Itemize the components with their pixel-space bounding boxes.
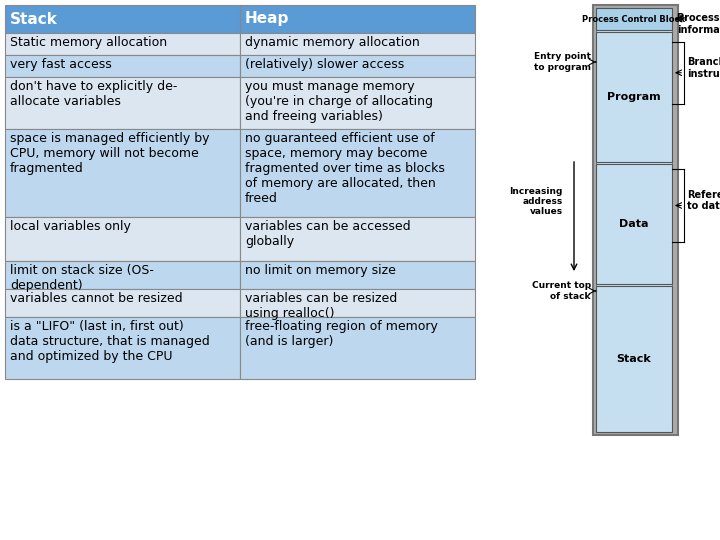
Text: (relatively) slower access: (relatively) slower access [245, 58, 404, 71]
Bar [596, 8, 672, 30]
Bar [5, 55, 240, 77]
Bar [596, 286, 672, 432]
Text: space is managed efficiently by
CPU, memory will not become
fragmented: space is managed efficiently by CPU, mem… [10, 132, 210, 175]
Text: no guaranteed efficient use of
space, memory may become
fragmented over time as : no guaranteed efficient use of space, me… [245, 132, 445, 205]
Bar [5, 33, 240, 55]
Bar [5, 77, 240, 129]
Bar [596, 8, 672, 432]
Bar [596, 164, 672, 284]
Bar [5, 317, 240, 379]
Text: Heap: Heap [245, 11, 289, 26]
Text: Increasing
address
values: Increasing address values [510, 187, 563, 217]
Text: free-floating region of memory
(and is larger): free-floating region of memory (and is l… [245, 320, 438, 348]
Text: no limit on memory size: no limit on memory size [245, 264, 396, 277]
Text: local variables only: local variables only [10, 220, 131, 233]
Bar [240, 33, 475, 55]
Text: variables cannot be resized: variables cannot be resized [10, 292, 183, 305]
Bar [5, 261, 240, 289]
Text: Static memory allocation: Static memory allocation [10, 36, 167, 49]
Bar [593, 5, 678, 435]
Text: Entry point
to program: Entry point to program [534, 52, 591, 72]
Text: Stack: Stack [616, 354, 652, 364]
Bar [240, 317, 475, 379]
Text: Reference
to data: Reference to data [687, 190, 720, 211]
Bar [596, 32, 672, 162]
Bar [240, 289, 475, 317]
Bar [240, 77, 475, 129]
Bar [240, 129, 475, 217]
Bar [240, 217, 475, 261]
Text: very fast access: very fast access [10, 58, 112, 71]
Text: Process Control Block: Process Control Block [582, 15, 685, 24]
Text: is a "LIFO" (last in, first out)
data structure, that is managed
and optimized b: is a "LIFO" (last in, first out) data st… [10, 320, 210, 363]
Text: variables can be accessed
globally: variables can be accessed globally [245, 220, 410, 248]
Text: Data: Data [619, 219, 649, 229]
Text: limit on stack size (OS-
dependent): limit on stack size (OS- dependent) [10, 264, 154, 292]
Bar [240, 55, 475, 77]
Text: Current top
of stack: Current top of stack [532, 281, 591, 301]
Text: Process control
information: Process control information [677, 13, 720, 35]
Bar [5, 217, 240, 261]
Bar [240, 5, 475, 33]
Text: Branch
instruction: Branch instruction [687, 57, 720, 78]
Bar [5, 289, 240, 317]
Bar [240, 261, 475, 289]
Text: dynamic memory allocation: dynamic memory allocation [245, 36, 420, 49]
Text: Program: Program [607, 92, 661, 102]
Text: you must manage memory
(you're in charge of allocating
and freeing variables): you must manage memory (you're in charge… [245, 80, 433, 123]
Text: variables can be resized
using realloc(): variables can be resized using realloc() [245, 292, 397, 320]
Bar [5, 129, 240, 217]
Text: don't have to explicitly de-
allocate variables: don't have to explicitly de- allocate va… [10, 80, 177, 108]
Text: Stack: Stack [10, 11, 58, 26]
Bar [5, 5, 240, 33]
